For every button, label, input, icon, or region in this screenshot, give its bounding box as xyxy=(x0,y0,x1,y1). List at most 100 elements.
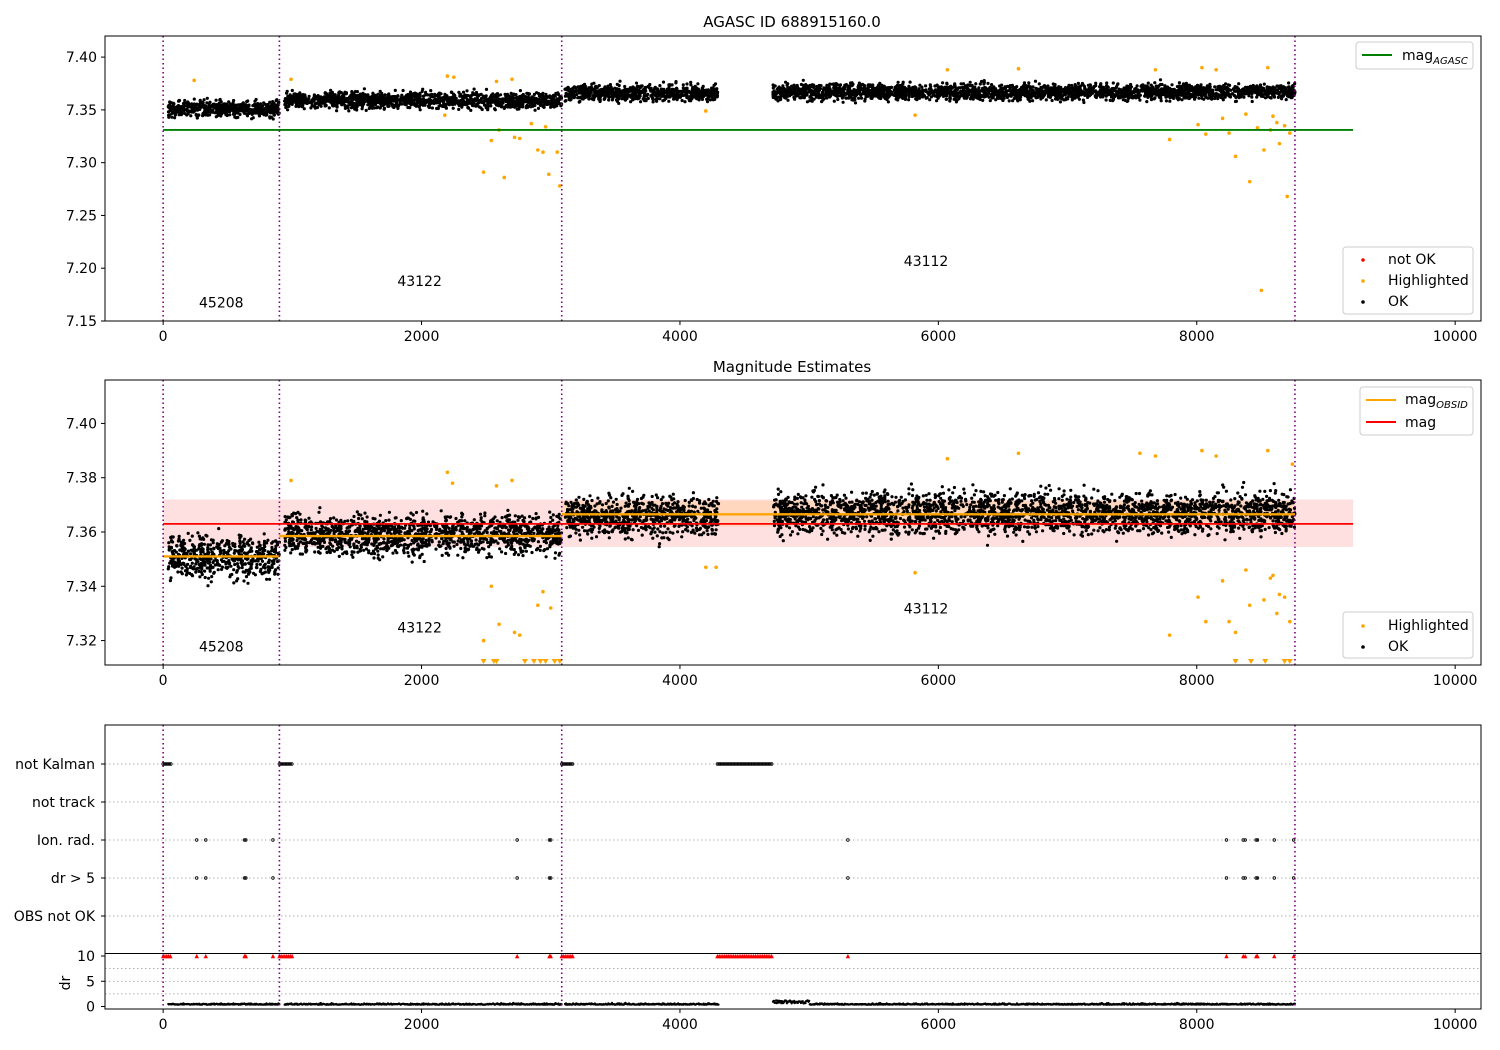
ok-point xyxy=(798,90,802,94)
ok-point xyxy=(1183,84,1187,88)
ok-point xyxy=(494,95,498,99)
ok-point xyxy=(443,104,448,108)
ok-point xyxy=(1022,81,1027,85)
ok-point xyxy=(533,103,537,107)
ok-point xyxy=(399,97,403,101)
ok-point xyxy=(208,113,212,117)
ok-point xyxy=(574,89,578,93)
ok-point xyxy=(1066,97,1070,101)
ok-point xyxy=(515,107,519,111)
ok-point xyxy=(827,86,831,90)
ok-point xyxy=(477,93,481,97)
ok-point xyxy=(216,113,220,118)
ok-point xyxy=(588,92,592,97)
ok-point xyxy=(1172,94,1176,98)
ok-point xyxy=(901,91,905,95)
ok-point xyxy=(371,91,375,95)
ok-point xyxy=(494,102,498,106)
ok-point xyxy=(1123,98,1127,102)
ok-point xyxy=(247,111,251,115)
ok-point xyxy=(1153,96,1157,100)
ok-point xyxy=(231,101,235,105)
ok-point xyxy=(1200,96,1204,100)
ok-point xyxy=(1154,89,1158,93)
ok-point xyxy=(535,98,540,102)
ok-point xyxy=(968,84,972,88)
ok-point xyxy=(283,99,287,103)
ok-point xyxy=(544,97,548,101)
ok-point xyxy=(499,93,503,97)
ok-point xyxy=(458,92,462,97)
ok-point xyxy=(168,113,172,117)
ok-point xyxy=(626,88,630,92)
ok-point xyxy=(302,107,306,111)
ok-point xyxy=(667,94,671,98)
ok-point xyxy=(920,95,924,99)
ok-point xyxy=(924,89,929,94)
ok-point xyxy=(1105,84,1109,88)
ok-point xyxy=(217,103,221,108)
ok-point xyxy=(493,108,497,112)
ok-point xyxy=(203,112,207,117)
ok-point xyxy=(592,88,596,92)
ok-point xyxy=(203,104,207,108)
ok-point xyxy=(713,96,717,100)
ok-point xyxy=(257,114,262,118)
ok-point xyxy=(674,80,678,84)
ok-point xyxy=(901,82,905,86)
ok-point xyxy=(1116,82,1120,86)
ok-point xyxy=(450,102,454,106)
ok-point xyxy=(412,101,416,105)
ok-point xyxy=(662,91,666,95)
ok-point xyxy=(1104,98,1108,102)
ok-point xyxy=(374,98,378,102)
ok-point xyxy=(842,91,847,95)
ok-point xyxy=(219,106,223,110)
ok-point xyxy=(668,83,673,87)
ok-point xyxy=(173,112,177,116)
ok-point xyxy=(920,85,924,89)
ok-point xyxy=(793,95,797,99)
ok-point xyxy=(491,92,495,96)
ok-point xyxy=(1027,81,1031,85)
ok-point xyxy=(959,82,963,86)
ok-point xyxy=(652,88,656,92)
ok-point xyxy=(1133,87,1137,91)
ok-point xyxy=(639,100,643,104)
ok-point xyxy=(634,81,639,85)
ok-point xyxy=(508,97,512,101)
ok-point xyxy=(615,82,619,86)
ok-point xyxy=(530,97,534,101)
ok-point xyxy=(460,98,464,102)
ok-point xyxy=(623,84,627,89)
ok-point xyxy=(611,96,615,100)
ok-point xyxy=(329,88,333,92)
ok-point xyxy=(192,97,196,101)
ok-point xyxy=(1164,99,1168,103)
ok-point xyxy=(550,104,554,108)
ok-point xyxy=(605,87,609,91)
ok-point xyxy=(634,87,639,91)
ok-point xyxy=(228,103,232,107)
ok-point xyxy=(889,85,894,90)
ok-point xyxy=(440,104,445,108)
ok-point xyxy=(1162,87,1167,91)
ok-point xyxy=(274,110,278,114)
ok-point xyxy=(480,107,484,112)
ok-point xyxy=(696,82,700,86)
ok-point xyxy=(1164,95,1168,99)
ok-point xyxy=(630,89,635,93)
ok-point xyxy=(655,99,659,103)
ok-point xyxy=(258,111,262,115)
ok-point xyxy=(339,98,343,102)
ok-point xyxy=(608,95,612,99)
ok-point xyxy=(975,95,979,100)
ok-point xyxy=(679,92,684,96)
ok-point xyxy=(214,98,218,102)
ok-point xyxy=(228,105,232,109)
ok-point xyxy=(498,100,502,104)
ok-point xyxy=(224,113,228,117)
ok-point xyxy=(619,92,624,96)
ok-point xyxy=(195,102,199,106)
ok-point xyxy=(805,100,810,104)
